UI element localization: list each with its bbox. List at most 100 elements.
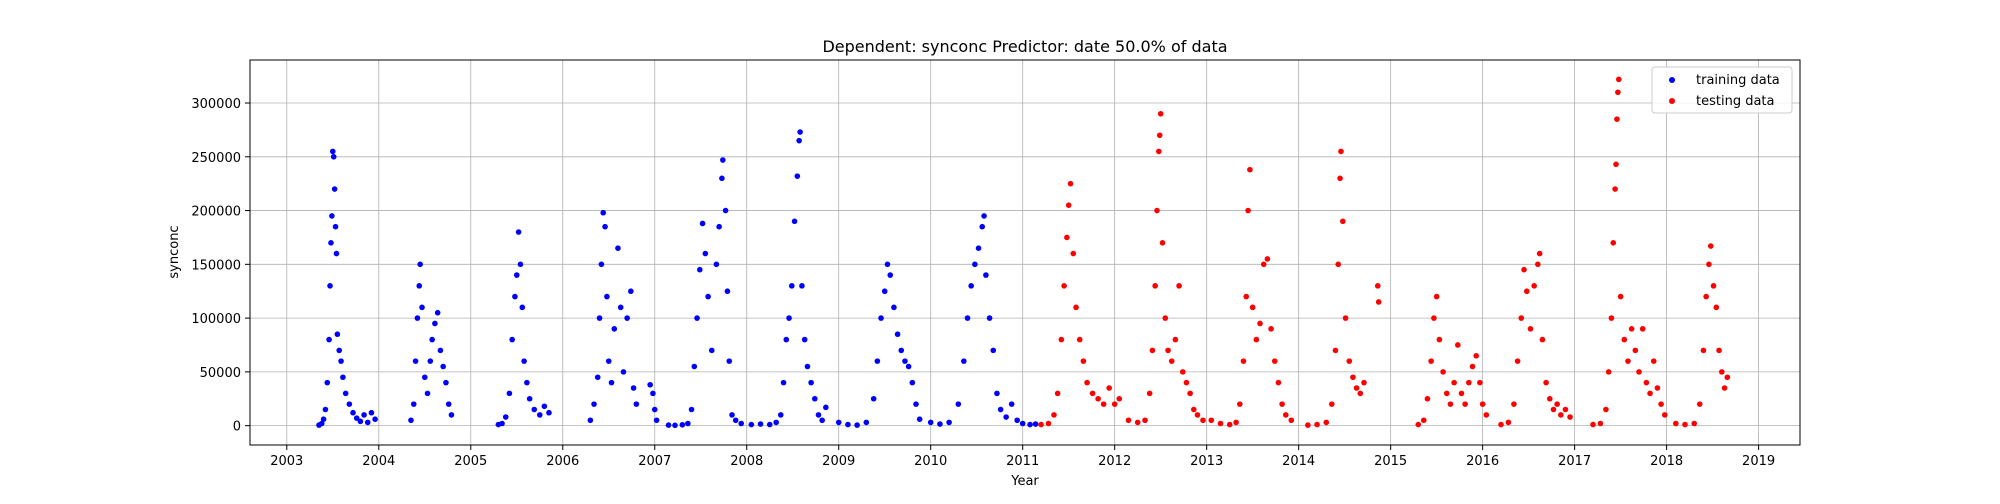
x-tick-label: 2012: [1098, 454, 1131, 469]
data-point-training: [1019, 420, 1026, 427]
legend-box: [1651, 66, 1793, 114]
data-point-training: [513, 272, 520, 278]
data-point-training: [916, 416, 923, 422]
data-point-testing: [1374, 283, 1381, 289]
data-point-training: [329, 148, 336, 155]
data-point-training: [773, 419, 779, 426]
data-point-training: [432, 320, 438, 327]
data-point-training: [596, 315, 603, 321]
x-tick-label: 2017: [1558, 454, 1591, 469]
data-point-training: [521, 358, 527, 364]
data-point-testing: [1650, 358, 1657, 364]
data-point-training: [647, 381, 653, 388]
data-point-training: [591, 401, 597, 407]
data-point-testing: [1282, 412, 1289, 418]
legend: training data testing data: [1651, 66, 1793, 114]
data-point-testing: [1076, 336, 1083, 343]
data-point-training: [986, 315, 993, 321]
data-point-training: [726, 358, 733, 364]
data-point-testing: [1643, 379, 1650, 386]
data-point-testing: [1505, 419, 1512, 426]
data-point-testing: [1337, 175, 1343, 182]
data-point-testing: [1335, 261, 1342, 268]
y-tick-label: 250000: [191, 151, 241, 166]
data-point-training: [794, 173, 801, 179]
data-point-training: [509, 336, 515, 343]
data-point-testing: [1089, 390, 1096, 397]
data-point-training: [357, 418, 364, 425]
data-point-training: [738, 420, 745, 427]
data-point-training: [336, 347, 343, 354]
data-point-training: [796, 137, 802, 144]
data-point-testing: [1615, 89, 1621, 96]
data-point-training: [665, 422, 672, 428]
data-point-training: [720, 157, 726, 163]
x-tick-label: 2019: [1742, 454, 1775, 469]
data-point-training: [804, 363, 811, 370]
data-point-testing: [1305, 422, 1311, 428]
data-point-testing: [1054, 390, 1061, 397]
data-point-training: [722, 207, 729, 214]
x-tick-label: 2005: [454, 454, 487, 469]
plot-area-frame: [249, 59, 1801, 446]
data-point-training: [990, 347, 997, 354]
data-point-training: [732, 417, 739, 424]
data-point-training: [1014, 417, 1020, 424]
data-point-testing: [1605, 369, 1612, 375]
data-point-training: [322, 406, 329, 413]
x-tick-label: 2013: [1190, 454, 1223, 469]
data-point-testing: [1613, 161, 1619, 168]
data-point-testing: [1350, 374, 1356, 381]
data-point-training: [587, 417, 594, 424]
data-point-training: [902, 358, 908, 364]
data-point-testing: [1543, 379, 1549, 386]
data-point-testing: [1617, 293, 1624, 300]
data-point-training: [368, 409, 375, 416]
data-point-testing: [1323, 419, 1330, 426]
data-point-testing: [1247, 166, 1253, 173]
data-point-training: [524, 379, 530, 386]
data-point-testing: [1236, 401, 1243, 407]
data-point-training: [797, 129, 803, 135]
data-point-testing: [1428, 358, 1434, 364]
data-point-training: [416, 283, 423, 289]
data-point-training: [724, 288, 731, 295]
data-point-training: [334, 331, 341, 338]
data-point-testing: [1518, 315, 1525, 321]
data-point-testing: [1340, 218, 1346, 225]
data-point-training: [617, 304, 624, 311]
data-point-testing: [1458, 390, 1465, 397]
data-point-training: [546, 409, 552, 416]
data-point-training: [894, 331, 901, 338]
data-point-training: [874, 358, 881, 364]
y-tick-label: 0: [233, 420, 241, 435]
data-point-testing: [1332, 347, 1339, 354]
data-point-testing: [1106, 385, 1112, 391]
x-tick-label: 2015: [1374, 454, 1407, 469]
data-point-testing: [1260, 261, 1267, 268]
data-point-training: [605, 358, 612, 364]
x-tick-label: 2009: [822, 454, 855, 469]
data-point-testing: [1346, 358, 1353, 364]
data-point-testing: [1253, 336, 1260, 343]
data-point-testing: [1275, 379, 1282, 386]
data-point-testing: [1661, 412, 1668, 418]
data-point-training: [515, 229, 522, 235]
data-point-testing: [1314, 421, 1320, 428]
data-point-training: [1003, 414, 1009, 420]
data-point-training: [326, 336, 332, 343]
data-point-training: [330, 153, 337, 160]
data-point-testing: [1703, 293, 1709, 300]
x-tick-label: 2018: [1650, 454, 1683, 469]
data-point-testing: [1550, 406, 1557, 413]
data-point-testing: [1156, 132, 1163, 139]
data-point-training: [748, 421, 755, 428]
data-point-testing: [1719, 369, 1725, 375]
data-point-training: [536, 412, 543, 418]
x-tick-label: 2004: [362, 454, 395, 469]
data-point-training: [333, 250, 340, 257]
x-tick-label: 2008: [730, 454, 763, 469]
y-tick-label: 300000: [191, 97, 241, 112]
data-point-training: [679, 421, 686, 428]
data-point-training: [320, 416, 327, 422]
